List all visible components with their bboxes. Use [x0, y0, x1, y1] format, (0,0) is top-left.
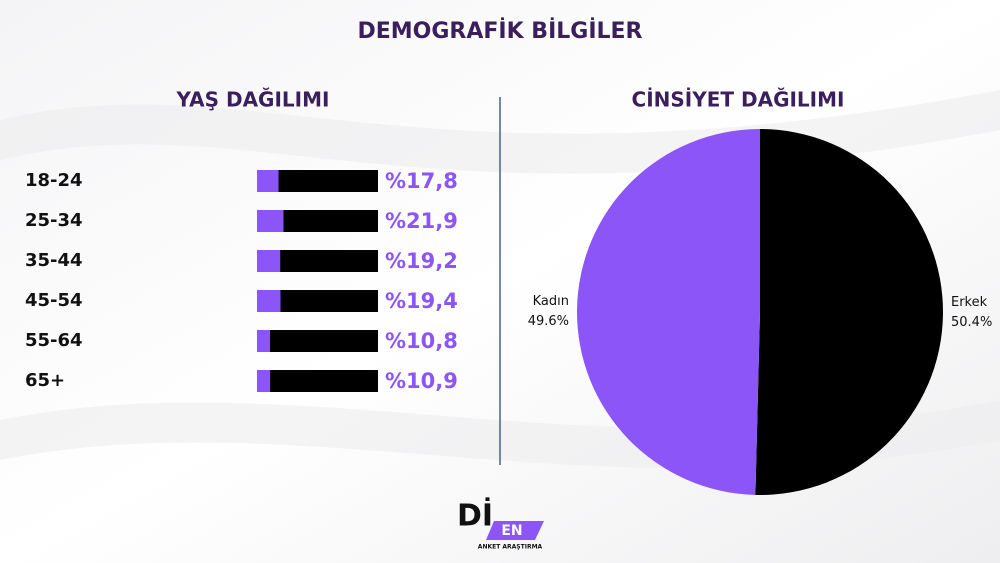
- chart-title: CİNSİYET DAĞILIMI: [632, 88, 845, 112]
- bar: [257, 250, 281, 272]
- logo-tagline: ANKET ARAŞTIRMA: [478, 544, 543, 551]
- bar-track: [257, 370, 378, 392]
- bar: [257, 370, 271, 392]
- category-label: 45-54: [25, 290, 83, 311]
- logo-mark: Dİ: [457, 498, 493, 534]
- value-label: %10,8: [385, 329, 458, 353]
- category-label: 35-44: [25, 250, 83, 271]
- bar: [257, 330, 271, 352]
- bar-track: [257, 210, 378, 232]
- pie-slice: [755, 129, 944, 496]
- bar: [257, 170, 279, 192]
- logo-badge: EN: [501, 523, 522, 539]
- value-label: %19,2: [385, 249, 458, 273]
- bar-track: [257, 170, 378, 192]
- logo-badge-shape: [486, 521, 544, 540]
- logo: Dİ EN ANKET ARAŞTIRMA: [457, 498, 544, 551]
- chart-title: YAŞ DAĞILIMI: [176, 88, 330, 112]
- page-title: DEMOGRAFİK BİLGİLER: [357, 18, 642, 44]
- bar-track: [257, 290, 378, 312]
- value-label: %17,8: [385, 169, 458, 193]
- bar-track: [257, 330, 378, 352]
- value-label: %19,4: [385, 289, 458, 313]
- category-label: 65+: [25, 370, 65, 391]
- value-label: %21,9: [385, 209, 458, 233]
- category-label: 25-34: [25, 210, 83, 231]
- bar: [257, 210, 284, 232]
- bar: [257, 290, 281, 312]
- category-label: 18-24: [25, 170, 83, 191]
- slice-label: Erkek: [951, 295, 988, 310]
- slice-value-label: 49.6%: [528, 314, 569, 329]
- bar-track: [257, 250, 378, 272]
- slice-value-label: 50.4%: [951, 315, 992, 330]
- category-label: 55-64: [25, 330, 83, 351]
- pie-slice: [577, 129, 760, 495]
- slice-label: Kadın: [533, 294, 569, 309]
- value-label: %10,9: [385, 369, 458, 393]
